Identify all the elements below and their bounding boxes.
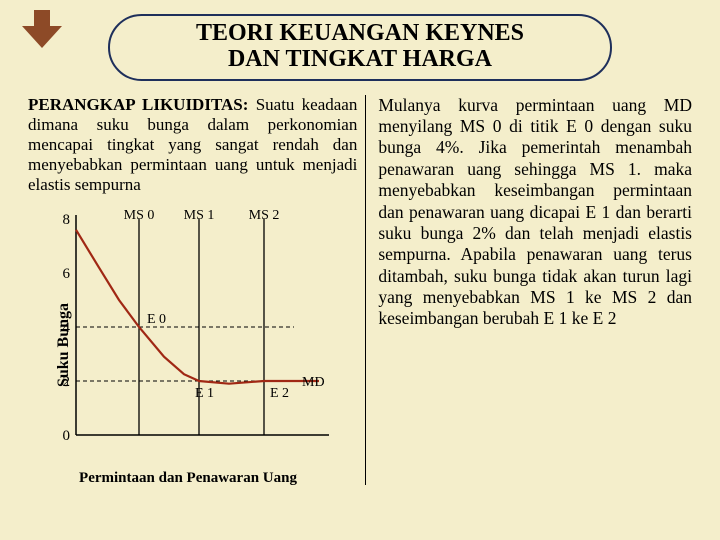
explanation-text: Mulanya kurva permintaan uang MD menyila… (378, 95, 692, 330)
svg-text:6: 6 (63, 266, 71, 282)
down-arrow-icon (22, 10, 62, 50)
chart-svg: 0 2 4 6 8 MS 0 MS 1 MS 2 E 0 E 1 E 2 MD (54, 205, 344, 461)
definition-block: PERANGKAP LIKUIDITAS: Suatu keadaan dima… (28, 95, 357, 195)
title-line2: DAN TINGKAT HARGA (120, 46, 600, 72)
svg-text:E 1: E 1 (195, 386, 214, 401)
title-line1: TEORI KEUANGAN KEYNES (120, 20, 600, 46)
left-column: PERANGKAP LIKUIDITAS: Suatu keadaan dima… (28, 95, 365, 485)
svg-text:2: 2 (63, 374, 71, 390)
right-column: Mulanya kurva permintaan uang MD menyila… (365, 95, 692, 485)
svg-text:4: 4 (63, 320, 71, 336)
liquidity-trap-chart: Suku Bunga 02468MS 0MS 1MS 2E 0E 1E 2MD … (28, 205, 348, 485)
svg-text:MD: MD (302, 375, 325, 390)
svg-text:0: 0 (63, 428, 71, 444)
svg-text:E 0: E 0 (147, 312, 166, 327)
definition-heading: PERANGKAP LIKUIDITAS: (28, 95, 248, 114)
svg-text:MS 2: MS 2 (249, 208, 280, 223)
svg-text:E 2: E 2 (270, 386, 289, 401)
svg-text:8: 8 (63, 212, 71, 228)
content-columns: PERANGKAP LIKUIDITAS: Suatu keadaan dima… (28, 95, 692, 485)
svg-text:MS 0: MS 0 (124, 208, 155, 223)
page-title: TEORI KEUANGAN KEYNES DAN TINGKAT HARGA (108, 14, 612, 81)
x-axis-label: Permintaan dan Penawaran Uang (28, 470, 348, 487)
svg-text:MS 1: MS 1 (184, 208, 215, 223)
